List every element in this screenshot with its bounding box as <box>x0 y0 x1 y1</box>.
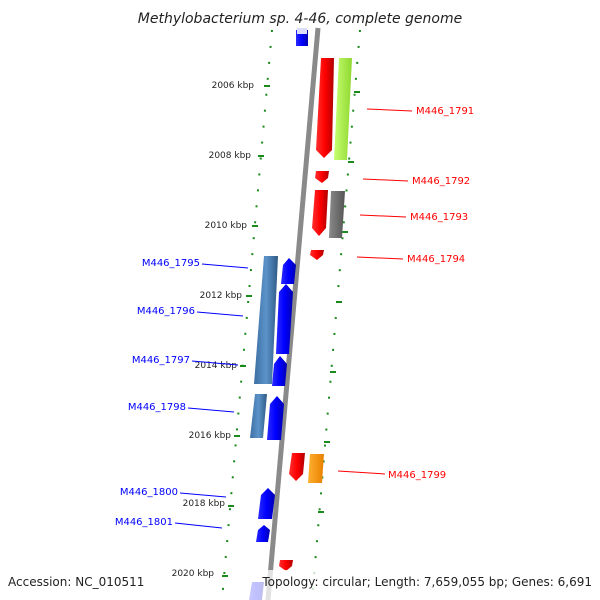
gene-partial-bottom-red[interactable] <box>279 560 293 571</box>
gene-arrow-red[interactable] <box>279 560 293 571</box>
gene-M446_1799[interactable]: M446_1799 <box>289 453 446 483</box>
gene-arrow-red[interactable] <box>316 58 334 158</box>
gene-arrow-red[interactable] <box>310 250 324 260</box>
gene-block-gray[interactable] <box>329 191 345 238</box>
gene-label[interactable]: M446_1793 <box>410 212 468 223</box>
gene-arrow-blue[interactable] <box>256 525 270 542</box>
gene-label[interactable]: M446_1800 <box>120 487 178 498</box>
tick-2016: 2016 kbp <box>189 431 240 441</box>
diagram-title: Methylobacterium sp. 4-46, complete geno… <box>138 11 462 27</box>
gene-arrow-blue[interactable] <box>258 488 275 519</box>
accession-text: Accession: NC_010511 <box>8 575 144 589</box>
gene-M446_1792[interactable]: M446_1792 <box>315 171 470 187</box>
label-leader-line <box>187 407 235 413</box>
label-leader-line <box>337 470 386 475</box>
tick-2014: 2014 kbp <box>195 361 246 371</box>
genome-summary-text: Topology: circular; Length: 7,659,055 bp… <box>261 575 592 589</box>
tick-2008: 2008 kbp <box>209 151 264 161</box>
gene-block-orange[interactable] <box>308 454 324 483</box>
tick-label: 2008 kbp <box>209 151 252 161</box>
gene-block-lime[interactable] <box>334 58 352 160</box>
gene-M446_1791[interactable]: M446_1791 <box>316 58 474 160</box>
tick-2010: 2010 kbp <box>205 221 258 231</box>
tick-2018: 2018 kbp <box>183 499 234 509</box>
gene-arrow-red[interactable] <box>315 171 329 183</box>
gene-label[interactable]: M446_1796 <box>137 306 195 317</box>
genome-backbone <box>265 27 321 600</box>
gene-label[interactable]: M446_1797 <box>132 355 190 366</box>
gene-label[interactable]: M446_1794 <box>407 254 465 265</box>
gene-M446_1796[interactable]: M446_1796 <box>137 284 293 354</box>
gene-M446_1794[interactable]: M446_1794 <box>310 250 465 265</box>
label-leader-line <box>362 178 409 182</box>
gene-block-steel[interactable] <box>250 394 267 438</box>
tick-label: 2020 kbp <box>172 569 215 579</box>
right-tick-marks <box>318 91 360 513</box>
label-leader-line <box>366 108 413 112</box>
gene-arrow-red[interactable] <box>312 190 328 236</box>
label-leader-line <box>191 360 239 366</box>
footer-backdrop <box>248 570 600 600</box>
gene-label[interactable]: M446_1801 <box>115 517 173 528</box>
gene-M446_1801[interactable]: M446_1801 <box>115 517 270 542</box>
gene-M446_1797[interactable]: M446_1797 <box>132 355 287 386</box>
tick-label: 2010 kbp <box>205 221 248 231</box>
tick-label: 2006 kbp <box>212 81 255 91</box>
gene-M446_1800[interactable]: M446_1800 <box>120 487 275 519</box>
gene-M446_1798[interactable]: M446_1798 <box>128 394 284 440</box>
tick-2020: 2020 kbp <box>172 569 228 579</box>
gene-arrow-blue[interactable] <box>276 284 293 354</box>
gene-block-steel[interactable] <box>254 256 278 384</box>
tick-label: 2014 kbp <box>195 361 238 371</box>
tick-label: 2016 kbp <box>189 431 232 441</box>
label-leader-line <box>356 256 404 260</box>
gene-label[interactable]: M446_1791 <box>416 106 474 117</box>
label-leader-line <box>201 263 249 269</box>
gene-label[interactable]: M446_1792 <box>412 176 470 187</box>
gene-label[interactable]: M446_1799 <box>388 470 446 481</box>
gene-arrow-blue[interactable] <box>272 356 287 386</box>
label-leader-line <box>196 311 244 317</box>
label-leader-line <box>179 492 227 498</box>
gene-M446_1795[interactable]: M446_1795 <box>142 256 296 384</box>
gene-label[interactable]: M446_1795 <box>142 258 200 269</box>
gene-partial-top-cap <box>297 28 307 34</box>
label-leader-line <box>359 214 407 218</box>
gene-arrow-blue[interactable] <box>267 396 284 440</box>
gene-M446_1793[interactable]: M446_1793 <box>312 190 468 238</box>
tick-2012: 2012 kbp <box>200 291 252 301</box>
gene-arrow-red[interactable] <box>289 453 305 481</box>
tick-2006: 2006 kbp <box>212 81 270 91</box>
gene-arrow-blue[interactable] <box>281 258 296 284</box>
gene-label[interactable]: M446_1798 <box>128 402 186 413</box>
tick-label: 2012 kbp <box>200 291 243 301</box>
tick-label: 2018 kbp <box>183 499 226 509</box>
label-leader-line <box>174 522 223 529</box>
